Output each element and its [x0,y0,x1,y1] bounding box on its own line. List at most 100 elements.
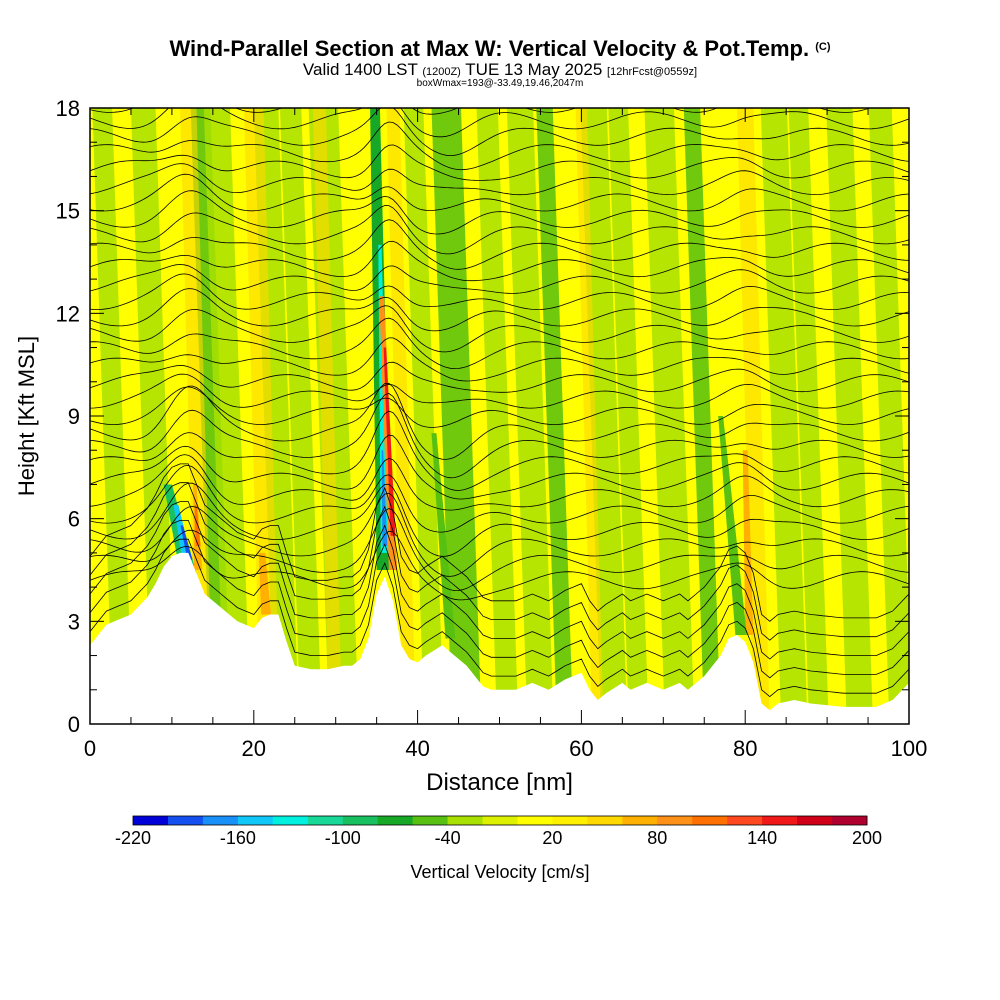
y-axis-label: Height [Kft MSL] [14,336,39,496]
chart-title: Wind-Parallel Section at Max W: Vertical… [0,36,1000,62]
velocity-band [826,108,873,724]
velocity-band [280,108,322,724]
theta-contour [90,482,909,557]
colorbar-swatch [167,816,204,825]
colorbar-swatch [587,816,623,825]
boxwmax-info: boxWmax=193@-33.49,19.46,2047m [416,78,584,89]
theta-contour [90,173,909,212]
velocity-band [386,108,416,724]
x-tick-label: 80 [733,736,757,761]
valid-utc: (1200Z) [422,66,461,78]
velocity-band [644,108,695,724]
theta-contour [90,240,909,282]
theta-contour [90,520,909,679]
velocity-band [203,108,251,724]
colorbar-swatch [692,816,728,825]
theta-contour [90,393,909,479]
x-tick-label: 20 [242,736,266,761]
forecast-info: [12hrFcst@0559z] [607,66,698,78]
velocity-band [180,108,213,724]
x-axis-label: Distance [nm] [426,769,573,796]
colorbar-swatch [517,816,553,825]
x-tick-label: 100 [891,736,928,761]
theta-contour [90,121,909,171]
theta-contour [90,410,909,491]
colorbar-swatch [377,816,414,825]
theta-contour [90,464,909,533]
axes: 0 20 40 60 80 100 0 3 6 9 12 15 18 Distance [nm] Heigh… [14,96,927,796]
colorbar-swatch [447,816,484,825]
colorbar-tick-label: 200 [852,828,882,848]
colorbar-label: Vertical Velocity [cm/s] [410,862,590,882]
potential-temperature-contours [90,108,909,698]
colorbar-swatch [482,816,518,825]
downdraft-core [718,416,747,636]
theta-contour [90,538,909,698]
colorbar-swatch [762,816,798,825]
theta-contour [90,288,909,332]
terrain [90,552,909,724]
downdraft-core [180,525,193,560]
colorbar-swatch [202,816,239,825]
theta-contour [90,337,909,382]
y-tick-label: 9 [68,404,80,429]
velocity-band [737,108,770,724]
velocity-band [788,108,829,724]
velocity-band [760,108,808,724]
theta-contour [90,361,909,393]
velocity-band [431,108,482,724]
theta-contour [90,190,909,235]
updraft-core [258,552,271,615]
colorbar-tick-label: -220 [115,828,151,848]
theta-contour [90,205,909,255]
colorbar-swatch [797,816,833,825]
colorbar-swatch [657,816,693,825]
colorbar-swatch [622,816,658,825]
theta-contour [90,386,909,428]
theta-contour [90,530,909,601]
colorbar-swatch [832,816,868,825]
velocity-band [868,108,909,724]
y-tick-label: 15 [56,199,80,224]
colorbar-swatch [552,816,588,825]
theta-contour [90,264,909,294]
colorbar-tick-label: 80 [647,828,667,848]
y-tick-label: 12 [56,301,80,326]
plot-area [90,108,909,724]
y-tick-label: 0 [68,712,80,737]
theta-contour [90,434,909,500]
copyright-mark: (C) [815,41,831,53]
valid-date: TUE 13 May 2025 [465,60,603,79]
colorbar-tick-label: 140 [747,828,777,848]
velocity-band [580,108,628,724]
y-tick-label: 3 [68,609,80,634]
velocity-band [476,108,519,724]
theta-contour [90,317,909,370]
theta-contour [90,382,909,460]
theta-contour [90,108,909,157]
colorbar-swatch [727,816,763,825]
colorbar-swatch [133,816,169,825]
colorbar-tick-label: -160 [220,828,256,848]
colorbar-frame [132,815,868,826]
theta-contour [90,508,909,592]
colorbar-swatch [412,816,449,825]
theta-contour [90,219,909,270]
theta-contour [90,463,909,622]
x-tick-label: 40 [405,736,429,761]
colorbar: -220 -160 -100 -40 20 80 140 200 [115,815,882,848]
chart-title-text: Wind-Parallel Section at Max W: Vertical… [169,36,810,61]
velocity-band [92,108,133,724]
downdraft-core [431,433,456,639]
theta-contour [90,482,909,641]
y-tick-label: 18 [56,96,80,121]
x-tick-label: 0 [84,736,96,761]
chart-subtitle: Valid 1400 LST (1200Z) TUE 13 May 2025 [… [0,60,1000,80]
velocity-band [608,108,649,724]
theta-contour [90,454,909,511]
colorbar-swatch [342,816,379,825]
colorbar-tick-label: -100 [325,828,361,848]
colorbar-swatch [272,816,309,825]
x-tick-label: 60 [569,736,593,761]
